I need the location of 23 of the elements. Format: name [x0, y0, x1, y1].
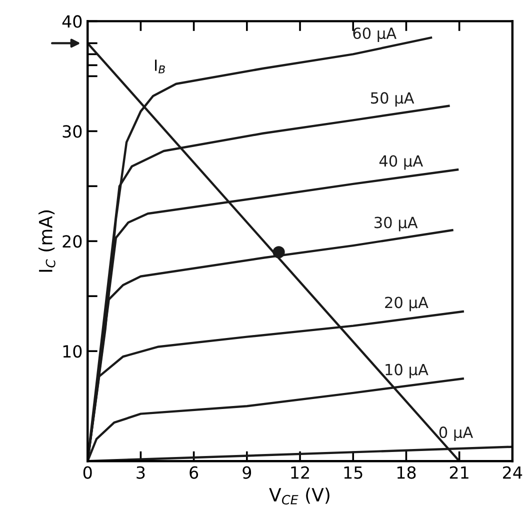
x-tick-label: 18 — [397, 466, 416, 479]
series-label: 50 µA — [371, 92, 414, 107]
series-label: 0 µA — [439, 426, 474, 442]
x-tick-label: 12 — [291, 466, 309, 479]
x-tick-label: 3 — [136, 466, 145, 479]
y-tick-label: 10 — [63, 345, 82, 358]
x-axis-title: V$_{CE}$ (V) — [269, 488, 330, 504]
x-tick-label: 15 — [344, 466, 362, 479]
series-label: 40 µA — [379, 155, 424, 170]
y-tick-label: 40 — [62, 15, 82, 28]
series-label: 60 µA — [353, 27, 396, 42]
x-tick-label: 0 — [83, 466, 92, 479]
y-axis-title: I$_{C}$ (mA) — [38, 210, 56, 272]
series-label: 20 µA — [385, 296, 428, 312]
y-tick-label: 30 — [62, 125, 82, 138]
y-tick-label: 20 — [62, 235, 82, 248]
x-tick-label: 9 — [242, 466, 252, 479]
series-label: 10 µA — [386, 364, 428, 378]
x-tick-label: 6 — [190, 466, 198, 479]
x-tick-label: 24 — [503, 466, 522, 479]
series-label: 30 µA — [374, 216, 418, 232]
x-tick-label: 21 — [450, 466, 468, 479]
annotation: I$_{B}$ — [155, 60, 165, 74]
